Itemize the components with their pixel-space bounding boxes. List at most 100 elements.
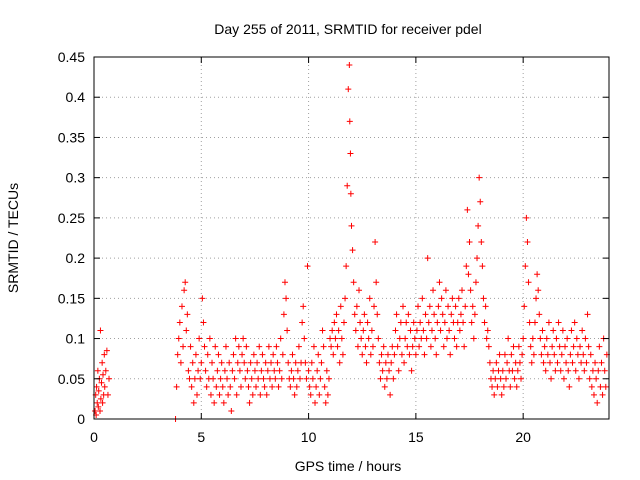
data-point <box>207 391 214 398</box>
data-point <box>366 295 373 302</box>
data-point <box>468 319 475 326</box>
data-point <box>305 367 312 374</box>
data-point <box>572 367 579 374</box>
data-point <box>515 343 522 350</box>
data-points <box>92 62 610 422</box>
data-point <box>424 255 431 262</box>
data-point <box>452 303 459 310</box>
data-point <box>539 327 546 334</box>
data-point <box>465 271 472 278</box>
data-point <box>570 343 577 350</box>
data-point <box>582 335 589 342</box>
data-point <box>513 383 520 390</box>
data-point <box>264 367 271 374</box>
data-point <box>173 383 180 390</box>
data-point <box>501 351 508 358</box>
data-point <box>101 383 108 390</box>
data-point <box>500 383 507 390</box>
data-point <box>601 367 608 374</box>
data-point <box>448 311 455 318</box>
data-point <box>191 375 198 382</box>
data-point <box>292 359 299 366</box>
data-point <box>359 351 366 358</box>
data-point <box>584 311 591 318</box>
data-point <box>175 335 182 342</box>
data-point <box>354 343 361 350</box>
data-point <box>531 319 538 326</box>
data-point <box>439 311 446 318</box>
data-point <box>459 287 466 294</box>
data-point <box>503 375 509 382</box>
data-point <box>237 383 244 390</box>
data-point <box>585 343 592 350</box>
data-point <box>398 351 405 358</box>
data-point <box>412 351 419 358</box>
data-point <box>477 198 484 205</box>
data-point <box>347 150 354 157</box>
data-point <box>577 343 584 350</box>
data-point <box>266 375 273 382</box>
data-point <box>592 359 599 366</box>
data-point <box>322 399 329 406</box>
data-point <box>101 351 108 358</box>
data-point <box>421 351 428 358</box>
data-point <box>263 391 270 398</box>
data-point <box>564 335 571 342</box>
data-point <box>245 383 252 390</box>
data-point <box>230 351 237 358</box>
data-point <box>557 367 564 374</box>
data-point <box>212 343 219 350</box>
data-point <box>182 279 189 286</box>
data-point <box>348 222 355 229</box>
data-point <box>479 263 486 270</box>
data-point <box>241 359 248 366</box>
x-tick-label: 20 <box>515 429 531 445</box>
data-point <box>287 383 294 390</box>
data-point <box>339 351 346 358</box>
data-point <box>434 319 441 326</box>
data-point <box>277 335 284 342</box>
data-point <box>395 367 402 374</box>
data-point <box>550 327 557 334</box>
data-point <box>404 343 411 350</box>
data-point <box>407 327 414 334</box>
data-point <box>257 391 264 398</box>
data-point <box>279 351 286 358</box>
data-point <box>447 351 454 358</box>
data-point <box>496 351 503 358</box>
data-point <box>545 319 552 326</box>
data-point <box>527 343 534 350</box>
data-point <box>353 303 360 310</box>
data-point <box>307 391 314 398</box>
data-point <box>483 335 490 342</box>
data-point <box>423 335 430 342</box>
y-tick-label: 0.25 <box>58 210 85 226</box>
data-point <box>543 335 550 342</box>
data-point <box>410 319 417 326</box>
data-point <box>234 359 241 366</box>
data-point <box>176 319 183 326</box>
data-point <box>484 327 491 334</box>
data-point <box>510 343 517 350</box>
data-point <box>367 351 374 358</box>
data-point <box>562 343 569 350</box>
data-point <box>498 391 505 398</box>
data-point <box>106 375 113 382</box>
data-point <box>316 391 323 398</box>
data-point <box>597 383 604 390</box>
data-point <box>578 359 585 366</box>
data-point <box>216 391 223 398</box>
data-point <box>240 335 247 342</box>
data-point <box>422 311 429 318</box>
data-point <box>436 279 443 286</box>
data-point <box>428 327 435 334</box>
data-point <box>318 359 325 366</box>
data-point <box>300 303 307 310</box>
data-point <box>368 327 375 334</box>
grid-lines <box>94 57 609 419</box>
data-point <box>288 367 295 374</box>
data-point <box>525 279 532 286</box>
data-point <box>587 351 594 358</box>
data-point <box>94 367 101 374</box>
data-point <box>363 359 370 366</box>
